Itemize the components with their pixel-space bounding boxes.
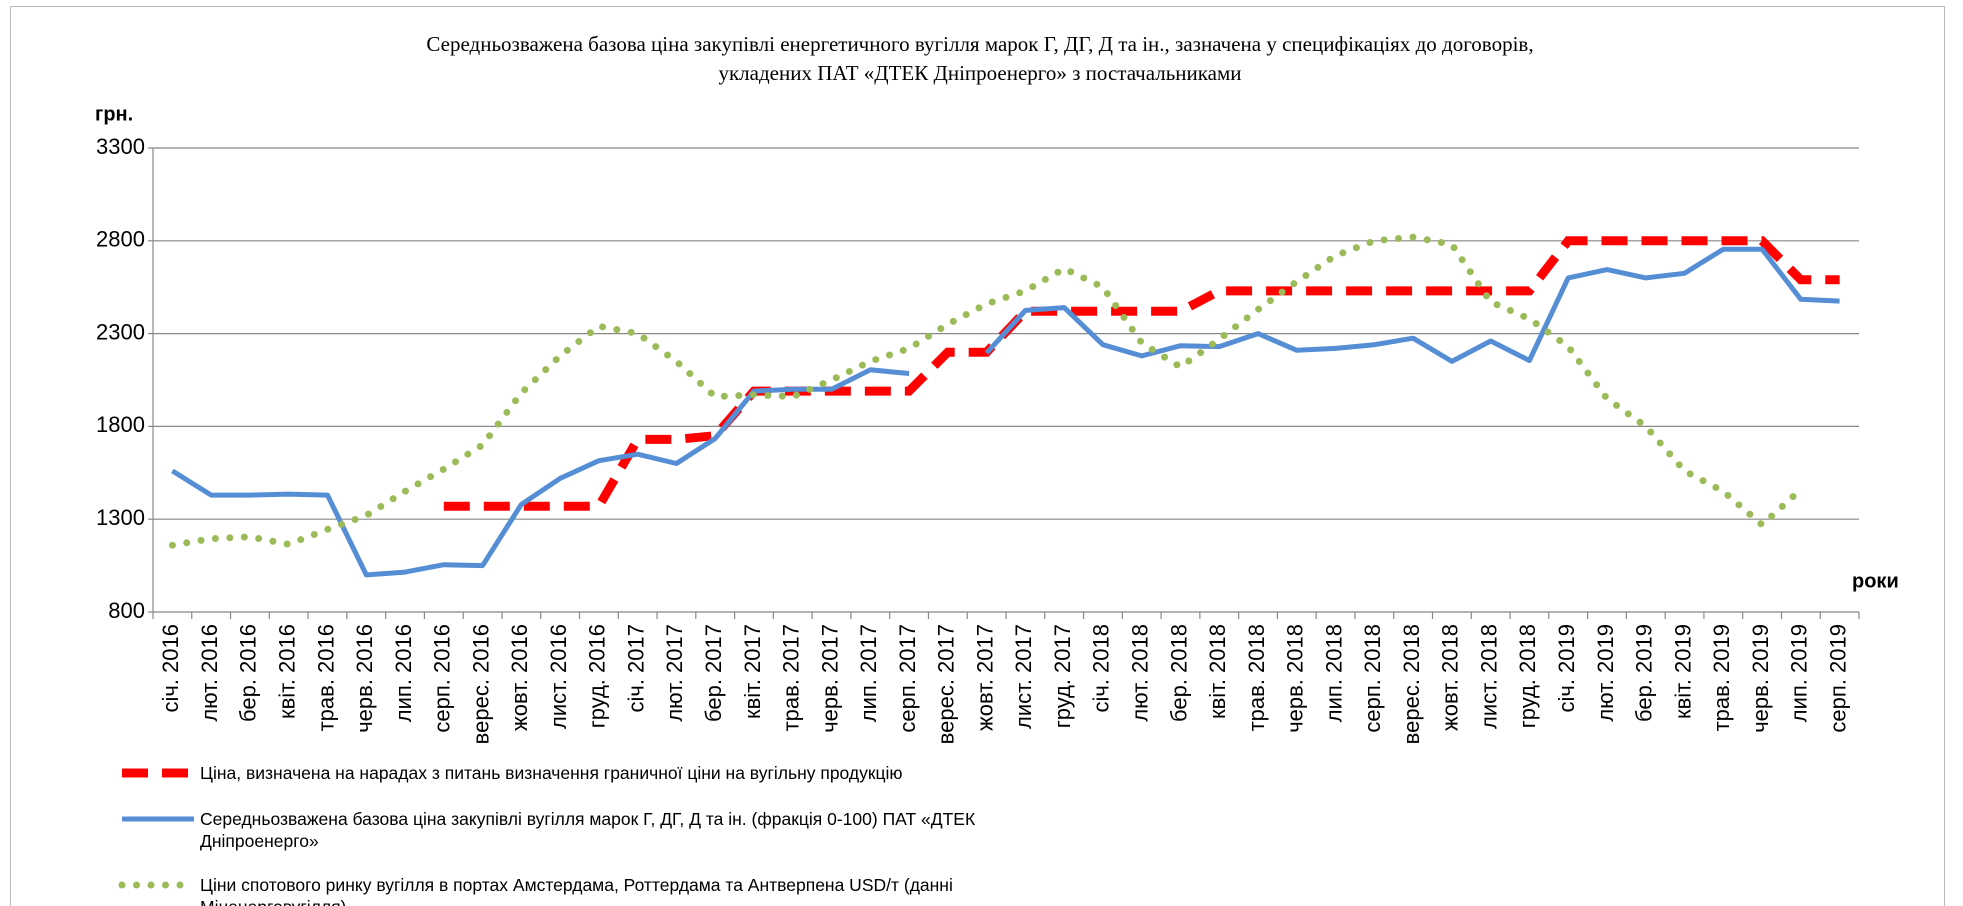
y-tick-label: 2300 xyxy=(96,319,145,344)
x-tick-label: квіт. 2016 xyxy=(275,624,300,719)
series-line xyxy=(443,236,1840,511)
y-axis-label: грн. xyxy=(95,103,133,125)
legend-label: Середньозважена базова ціна закупівлі ву… xyxy=(200,809,976,851)
y-tick-label: 1300 xyxy=(96,505,145,530)
x-tick-label: лют. 2016 xyxy=(197,624,222,722)
legend-label: Ціни спотового ринку вугілля в портах Ам… xyxy=(200,875,953,906)
x-tick-label: бер. 2018 xyxy=(1166,624,1191,722)
legend-swatch xyxy=(122,768,194,778)
legend-swatch xyxy=(122,816,194,822)
x-tick-label: трав. 2018 xyxy=(1244,624,1269,731)
x-tick-label: лист. 2017 xyxy=(1011,624,1036,729)
x-tick-label: груд. 2016 xyxy=(585,624,610,728)
x-tick-label: трав. 2017 xyxy=(779,624,804,731)
x-tick-label: жовт. 2018 xyxy=(1438,624,1463,731)
chart-title: укладених ПАТ «ДТЕК Дніпроенерго» з пост… xyxy=(718,61,1241,85)
x-tick-label: трав. 2019 xyxy=(1709,624,1734,731)
x-tick-label: квіт. 2017 xyxy=(740,624,765,719)
x-tick-label: бер. 2019 xyxy=(1632,624,1657,722)
x-tick-label: трав. 2016 xyxy=(313,624,338,731)
y-tick-label: 800 xyxy=(108,598,145,623)
x-tick-label: черв. 2016 xyxy=(352,624,377,733)
series-line xyxy=(168,233,1805,549)
x-tick-label: верес. 2017 xyxy=(934,624,959,744)
x-tick-label: лип. 2016 xyxy=(391,624,416,722)
x-tick-label: серп. 2017 xyxy=(895,624,920,733)
x-tick-label: серп. 2019 xyxy=(1825,624,1850,733)
frame xyxy=(10,6,1945,906)
x-tick-label: лист. 2018 xyxy=(1476,624,1501,729)
x-tick-label: лют. 2017 xyxy=(662,624,687,722)
legend-item: Середньозважена базова ціна закупівлі ву… xyxy=(118,808,1118,852)
x-tick-label: січ. 2019 xyxy=(1554,624,1579,713)
x-tick-label: груд. 2017 xyxy=(1050,624,1075,728)
x-tick-label: лип. 2017 xyxy=(856,624,881,722)
x-tick-label: жовт. 2016 xyxy=(507,624,532,731)
x-tick-label: бер. 2016 xyxy=(236,624,261,722)
x-tick-label: жовт. 2017 xyxy=(972,624,997,731)
x-tick-label: серп. 2018 xyxy=(1360,624,1385,733)
y-tick-label: 1800 xyxy=(96,412,145,437)
x-tick-label: лип. 2019 xyxy=(1787,624,1812,722)
x-tick-label: черв. 2017 xyxy=(817,624,842,733)
x-tick-label: бер. 2017 xyxy=(701,624,726,722)
y-tick-label: 2800 xyxy=(96,227,145,252)
x-tick-label: верес. 2018 xyxy=(1399,624,1424,744)
legend: Ціна, визначена на нарадах з питань визн… xyxy=(118,762,1118,906)
x-tick-label: лип. 2018 xyxy=(1321,624,1346,722)
x-tick-label: квіт. 2019 xyxy=(1670,624,1695,719)
y-tick-label: 3300 xyxy=(96,134,145,159)
x-tick-label: січ. 2018 xyxy=(1089,624,1114,713)
legend-label: Ціна, визначена на нарадах з питань визн… xyxy=(200,763,903,783)
x-tick-label: верес. 2016 xyxy=(468,624,493,744)
x-tick-label: квіт. 2018 xyxy=(1205,624,1230,719)
x-tick-label: черв. 2019 xyxy=(1748,624,1773,733)
legend-swatch xyxy=(118,881,198,889)
x-tick-label: лют. 2019 xyxy=(1593,624,1618,722)
x-tick-label: груд. 2018 xyxy=(1515,624,1540,728)
x-tick-label: січ. 2016 xyxy=(158,624,183,713)
x-tick-label: січ. 2017 xyxy=(623,624,648,713)
x-axis-label: роки xyxy=(1852,570,1899,592)
legend-item: Ціна, визначена на нарадах з питань визн… xyxy=(118,762,1118,786)
x-tick-label: черв. 2018 xyxy=(1283,624,1308,733)
x-tick-label: серп. 2016 xyxy=(430,624,455,733)
chart-title: Середньозважена базова ціна закупівлі ен… xyxy=(426,32,1533,56)
x-tick-label: лист. 2016 xyxy=(546,624,571,729)
series-line xyxy=(171,246,1840,578)
legend-item: Ціни спотового ринку вугілля в портах Ам… xyxy=(118,874,1118,906)
x-tick-label: лют. 2018 xyxy=(1128,624,1153,722)
